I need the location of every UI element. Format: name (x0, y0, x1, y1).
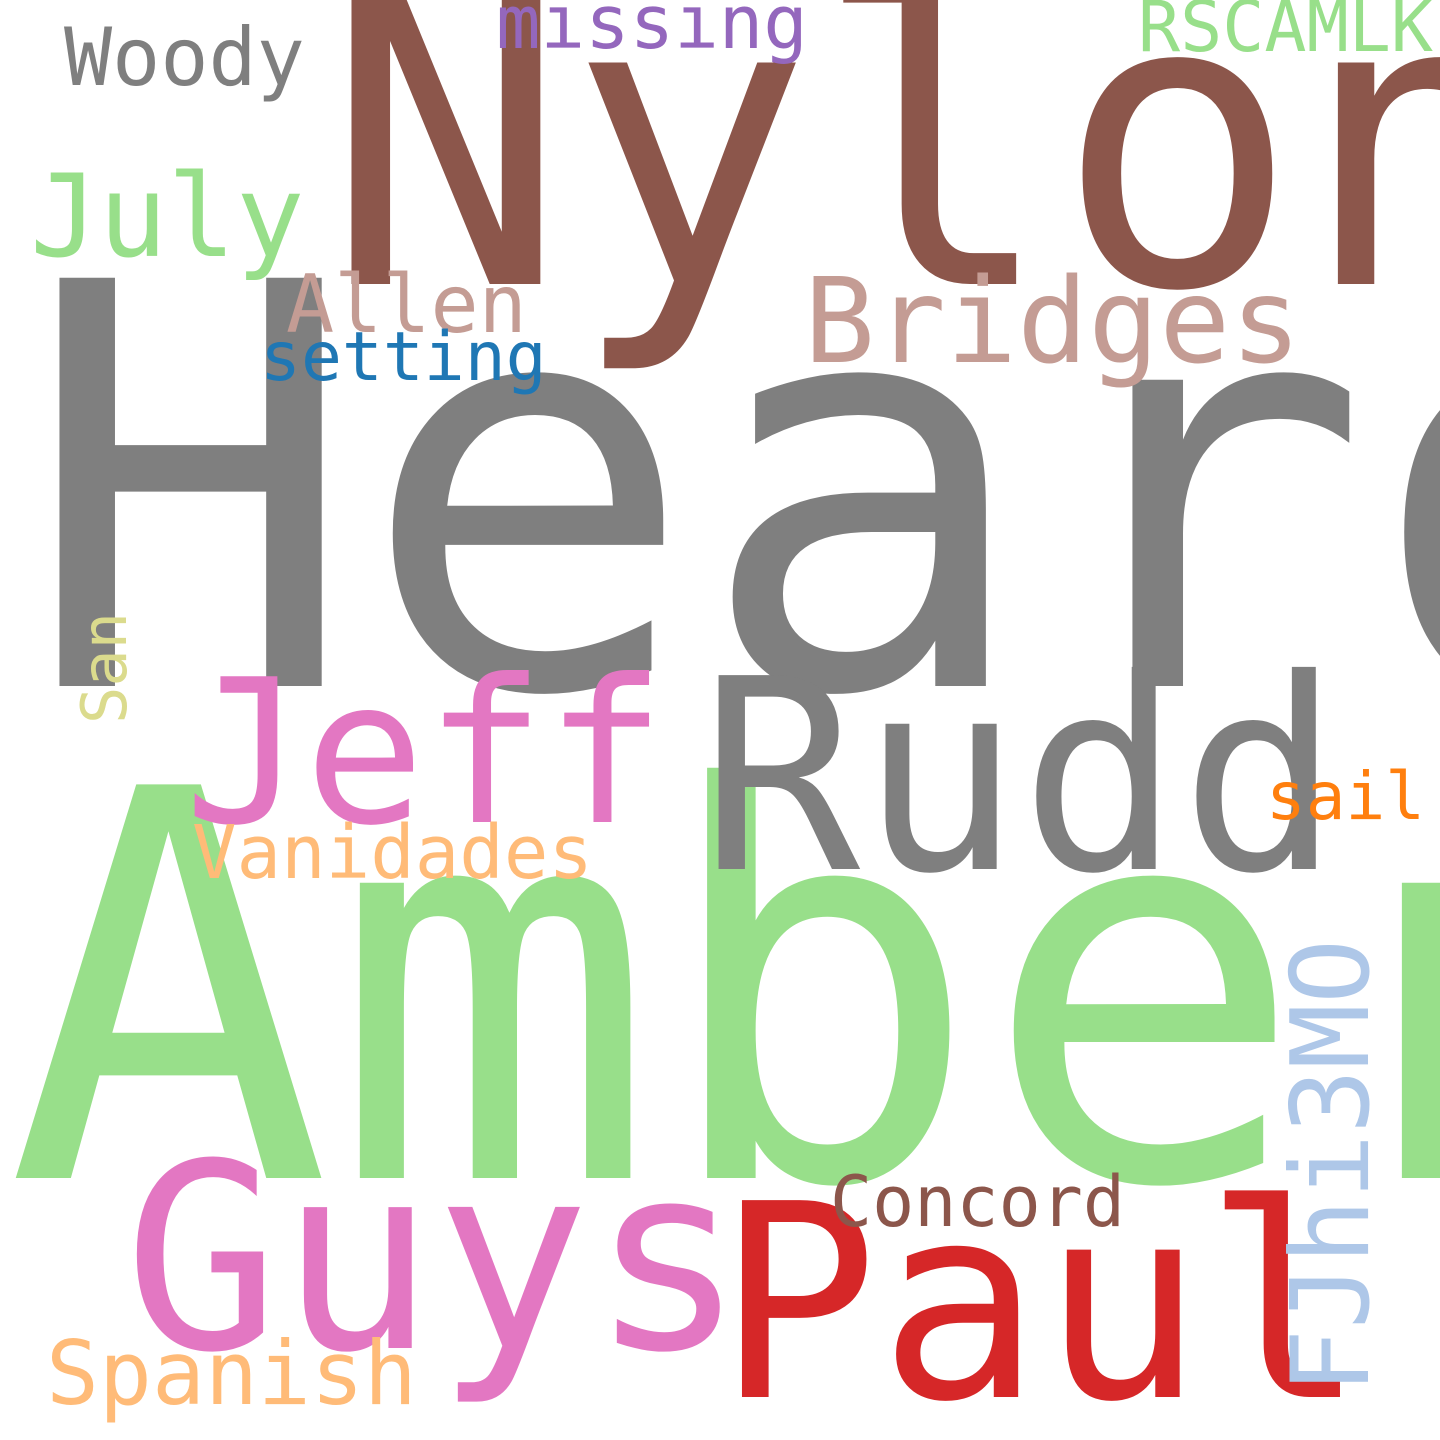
word-setting: setting (260, 318, 547, 397)
word-fjhi3mo: FJhi3MO (1269, 938, 1394, 1394)
word-concord: Concord (830, 1161, 1126, 1243)
word-rscamlk: RSCAMLK (1138, 0, 1434, 68)
word-allen: Allen (286, 258, 527, 351)
word-sail: sail (1266, 758, 1425, 835)
word-rudd: Rudd (700, 622, 1341, 932)
word-paul: Paul (716, 1146, 1367, 1440)
word-jeff: Jeff (184, 637, 666, 870)
word-woody: Woody (64, 11, 305, 104)
word-nylon: Nylon (324, 0, 1440, 380)
word-bridges: Bridges (804, 252, 1302, 390)
word-spanish: Spanish (46, 1322, 417, 1425)
word-missing: missing (496, 0, 808, 66)
word-guys: Guys (124, 1109, 746, 1409)
word-vanidades: Vanidades (192, 810, 593, 896)
word-heard: Heard (22, 167, 1440, 819)
word-july: July (30, 150, 305, 283)
word-amber: Amber (6, 678, 1440, 1306)
word-san: San (68, 612, 141, 724)
